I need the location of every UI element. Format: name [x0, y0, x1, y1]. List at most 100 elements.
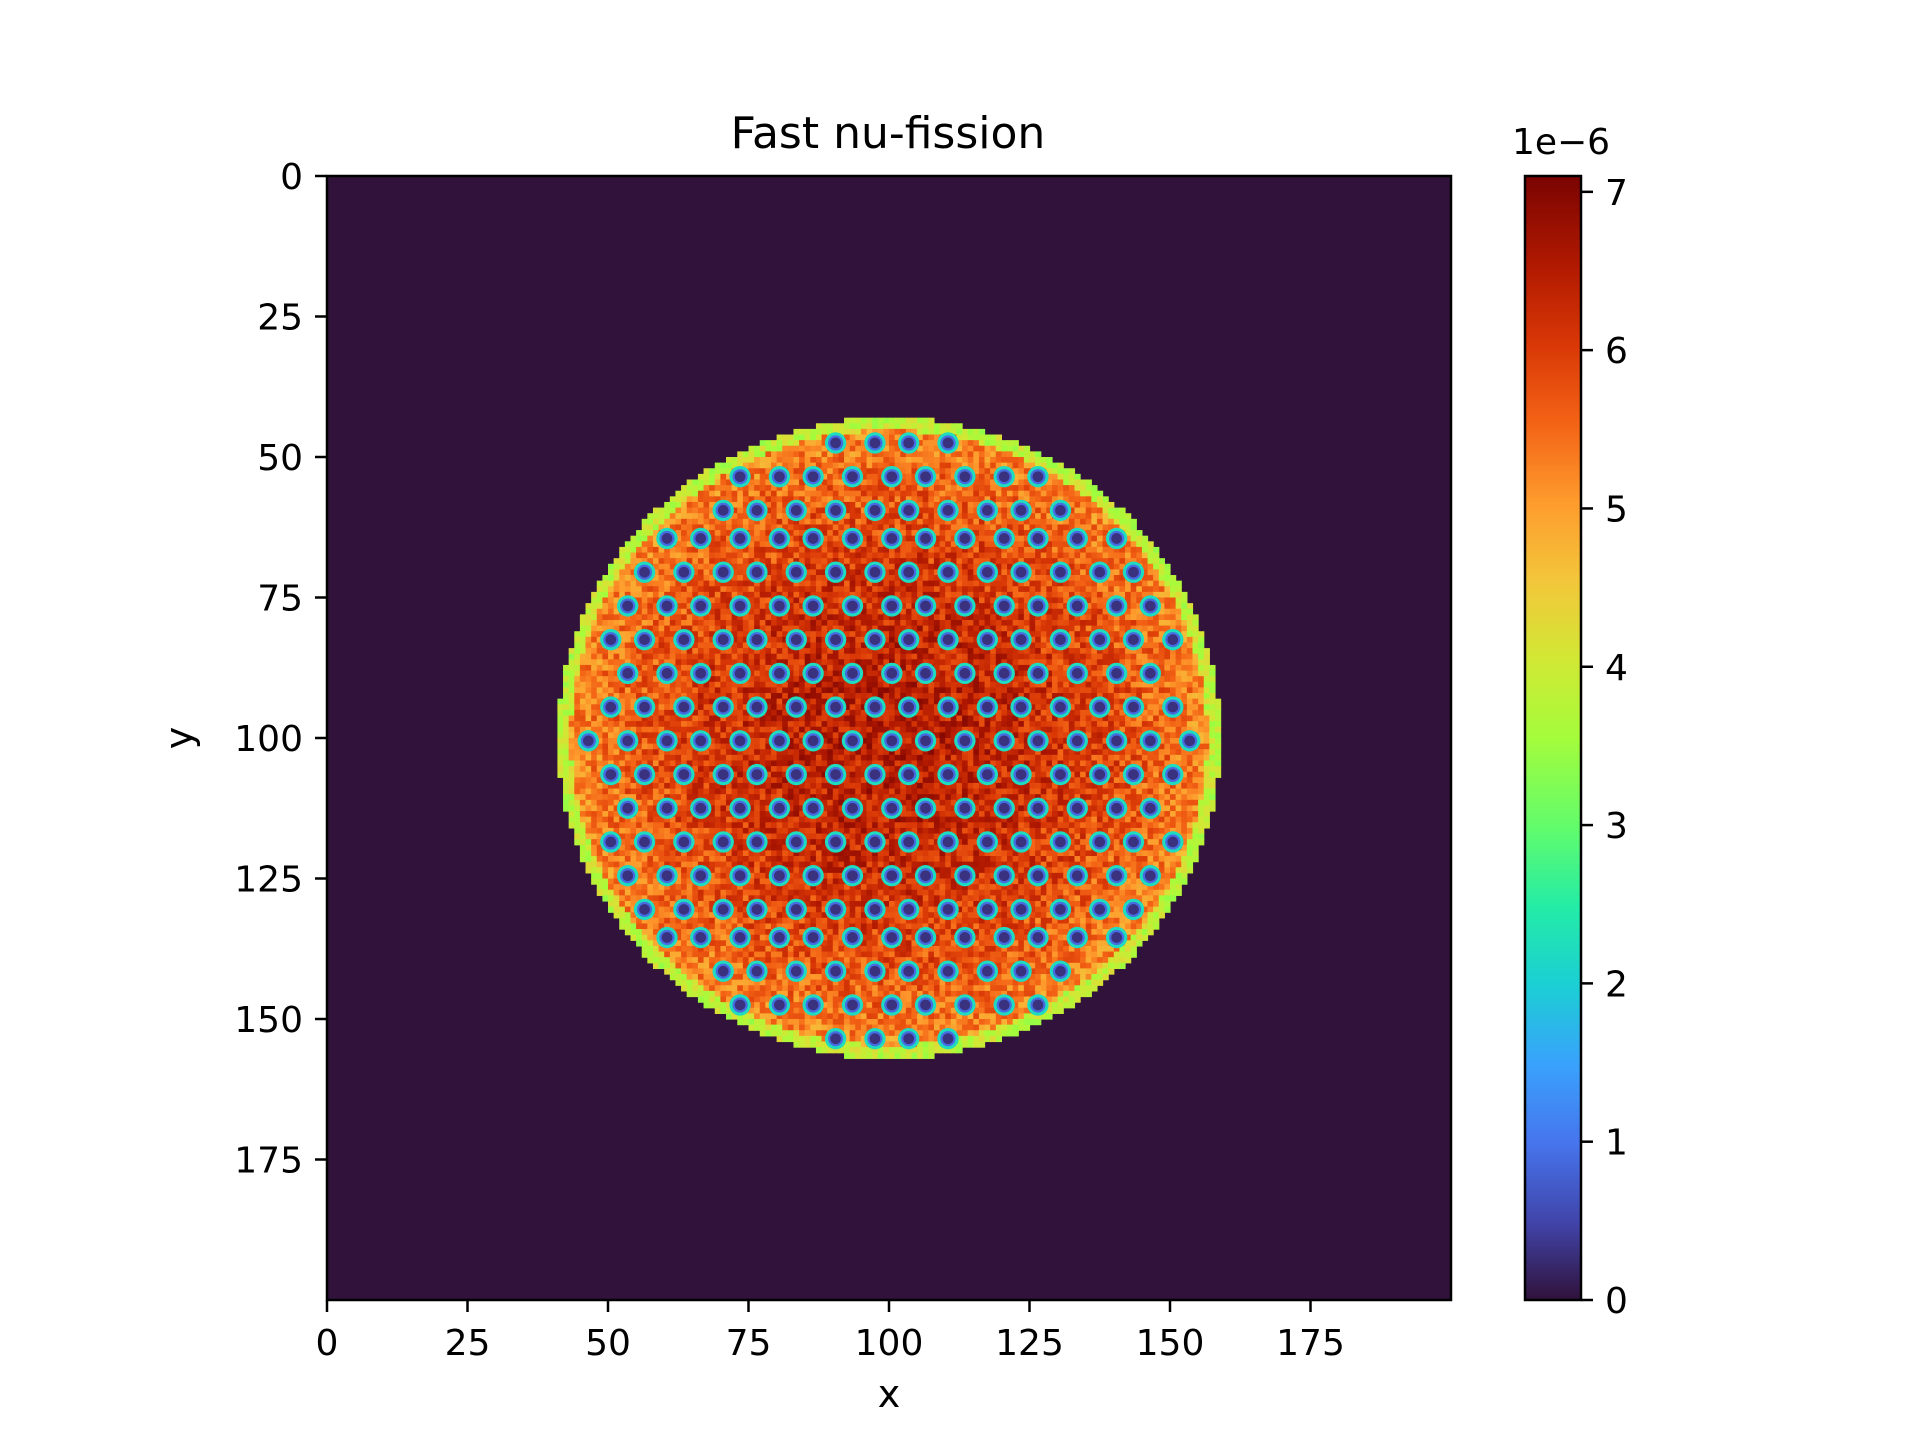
heatmap-cell: [793, 485, 800, 492]
heatmap-cell: [731, 681, 738, 689]
heatmap-cell: [697, 546, 705, 554]
heatmap-cell: [922, 496, 929, 503]
heatmap-cell: [748, 490, 755, 497]
heatmap-cell: [1158, 569, 1165, 576]
heatmap-cell: [832, 428, 840, 436]
heatmap-cell: [984, 445, 991, 452]
heatmap-cell: [939, 479, 946, 486]
heatmap-cell: [945, 648, 952, 655]
heatmap-cell: [804, 563, 811, 570]
heatmap-cell: [793, 687, 800, 694]
heatmap-cell: [641, 614, 648, 621]
heatmap-cell: [1080, 563, 1087, 570]
heatmap-cell: [596, 580, 603, 587]
heatmap-cell: [574, 709, 581, 717]
heatmap-cell: [1063, 614, 1070, 621]
heatmap-cell: [641, 653, 648, 660]
heatmap-cell: [973, 490, 980, 497]
heatmap-cell: [765, 524, 772, 531]
heatmap-cell: [1181, 698, 1188, 705]
heatmap-cell: [1096, 552, 1104, 559]
heatmap-cell: [1046, 586, 1053, 593]
heatmap-cell: [1153, 625, 1160, 632]
heatmap-cell: [636, 580, 643, 587]
heatmap-cell: [776, 693, 783, 700]
heatmap-cell: [821, 479, 828, 486]
heatmap-cell: [793, 715, 800, 722]
heatmap-cell: [636, 541, 643, 548]
heatmap-cell: [821, 631, 828, 638]
heatmap-cell: [810, 653, 817, 660]
heatmap-cell: [872, 518, 879, 526]
heatmap-cell: [754, 473, 761, 481]
heatmap-cell: [731, 457, 738, 464]
heatmap-cell: [889, 681, 896, 689]
heatmap-cell: [978, 490, 986, 497]
heatmap-cell: [962, 575, 969, 582]
heatmap-cell: [737, 591, 744, 599]
heatmap-cell: [754, 676, 761, 683]
heatmap-cell: [894, 490, 901, 497]
heatmap-cell: [709, 518, 716, 526]
heatmap-cell: [1080, 681, 1087, 689]
heatmap-cell: [714, 541, 721, 548]
heatmap-cell: [1051, 490, 1059, 497]
heatmap-cell: [933, 518, 941, 526]
heatmap-cell: [765, 485, 772, 492]
heatmap-cell: [686, 597, 693, 604]
heatmap-cell: [1170, 676, 1177, 683]
heatmap-cell: [1029, 501, 1036, 509]
heatmap-cell: [900, 451, 907, 458]
heatmap-cell: [647, 586, 654, 593]
heatmap-cell: [1046, 687, 1053, 694]
heatmap-cell: [1108, 546, 1115, 554]
heatmap-cell: [1051, 659, 1059, 666]
heatmap-cell: [1063, 670, 1070, 677]
heatmap-cell: [1018, 580, 1025, 587]
heatmap-cell: [726, 721, 733, 728]
heatmap-cell: [939, 552, 946, 559]
heatmap-cell: [709, 535, 716, 542]
heatmap-cell: [742, 513, 750, 520]
heatmap-cell: [1035, 552, 1042, 559]
heatmap-cell: [1001, 715, 1008, 722]
heatmap-cell: [585, 648, 592, 655]
heatmap-cell: [810, 704, 817, 711]
heatmap-cell: [844, 428, 851, 436]
heatmap-cell: [1175, 614, 1182, 621]
heatmap-cell: [568, 676, 575, 683]
heatmap-cell: [613, 580, 620, 587]
heatmap-cell: [990, 580, 997, 587]
heatmap-cell: [1023, 608, 1031, 615]
heatmap-cell: [709, 569, 716, 576]
heatmap-cell: [950, 423, 958, 430]
heatmap-cell: [945, 530, 952, 537]
heatmap-cell: [894, 558, 901, 565]
heatmap-cell: [568, 653, 575, 660]
heatmap-cell: [1141, 535, 1149, 542]
heatmap-cell: [990, 687, 997, 694]
heatmap-cell: [1091, 580, 1098, 587]
heatmap-cell: [793, 462, 800, 469]
heatmap-cell: [1130, 687, 1137, 694]
heatmap-cell: [928, 715, 935, 722]
heatmap-cell: [838, 648, 845, 655]
heatmap-cell: [585, 715, 592, 722]
heatmap-cell: [1029, 619, 1036, 627]
heatmap-cell: [1108, 698, 1115, 705]
heatmap-cell: [1023, 580, 1031, 587]
heatmap-cell: [1130, 591, 1137, 599]
heatmap-cell: [928, 552, 935, 559]
heatmap-cell: [844, 457, 851, 464]
heatmap-cell: [1051, 591, 1059, 599]
heatmap-cell: [933, 569, 941, 576]
heatmap-cell: [1186, 625, 1194, 632]
heatmap-cell: [636, 625, 643, 632]
heatmap-cell: [1209, 709, 1216, 717]
heatmap-cell: [995, 698, 1002, 705]
heatmap-cell: [731, 524, 738, 531]
heatmap-cell: [574, 670, 581, 677]
heatmap-cell: [950, 715, 958, 722]
heatmap-cell: [641, 664, 648, 672]
